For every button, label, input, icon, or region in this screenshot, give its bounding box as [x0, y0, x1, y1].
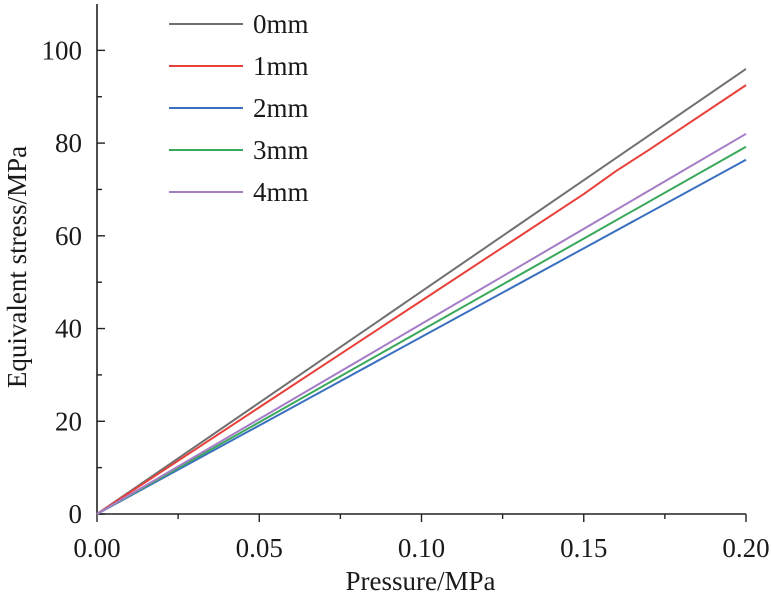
axes [96, 4, 746, 515]
legend-label-1mm: 1mm [253, 51, 309, 81]
tick-labels: 0.00 0.05 0.10 0.15 0.20 0 20 40 60 80 100 [42, 35, 770, 563]
legend-label-0mm: 0mm [253, 9, 309, 39]
legend-label-4mm: 4mm [253, 177, 309, 207]
x-tick-label: 0.05 [236, 533, 283, 563]
y-tick-label: 60 [55, 221, 82, 251]
x-tick-label: 0.20 [722, 533, 769, 563]
y-tick-label: 40 [55, 314, 82, 344]
ticks [96, 49, 747, 522]
legend: 0mm 1mm 2mm 3mm 4mm [169, 9, 309, 207]
series-lines [96, 68, 747, 515]
y-tick-label: 0 [69, 499, 83, 529]
series-line-4mm [96, 132, 747, 515]
x-tick-label: 0.15 [560, 533, 607, 563]
series-line-3mm [96, 145, 747, 515]
y-tick-label: 20 [55, 406, 82, 436]
y-tick-label: 80 [55, 128, 82, 158]
legend-label-3mm: 3mm [253, 135, 309, 165]
y-tick-label: 100 [42, 35, 83, 65]
x-tick-label: 0.00 [73, 533, 120, 563]
x-axis-title: Pressure/MPa [346, 566, 496, 596]
series-line-2mm [96, 158, 747, 515]
series-line-1mm [96, 84, 747, 515]
legend-label-2mm: 2mm [253, 93, 309, 123]
x-tick-label: 0.10 [398, 533, 445, 563]
y-axis-title: Equivalent stress/MPa [2, 146, 32, 388]
series-line-0mm [96, 68, 747, 515]
